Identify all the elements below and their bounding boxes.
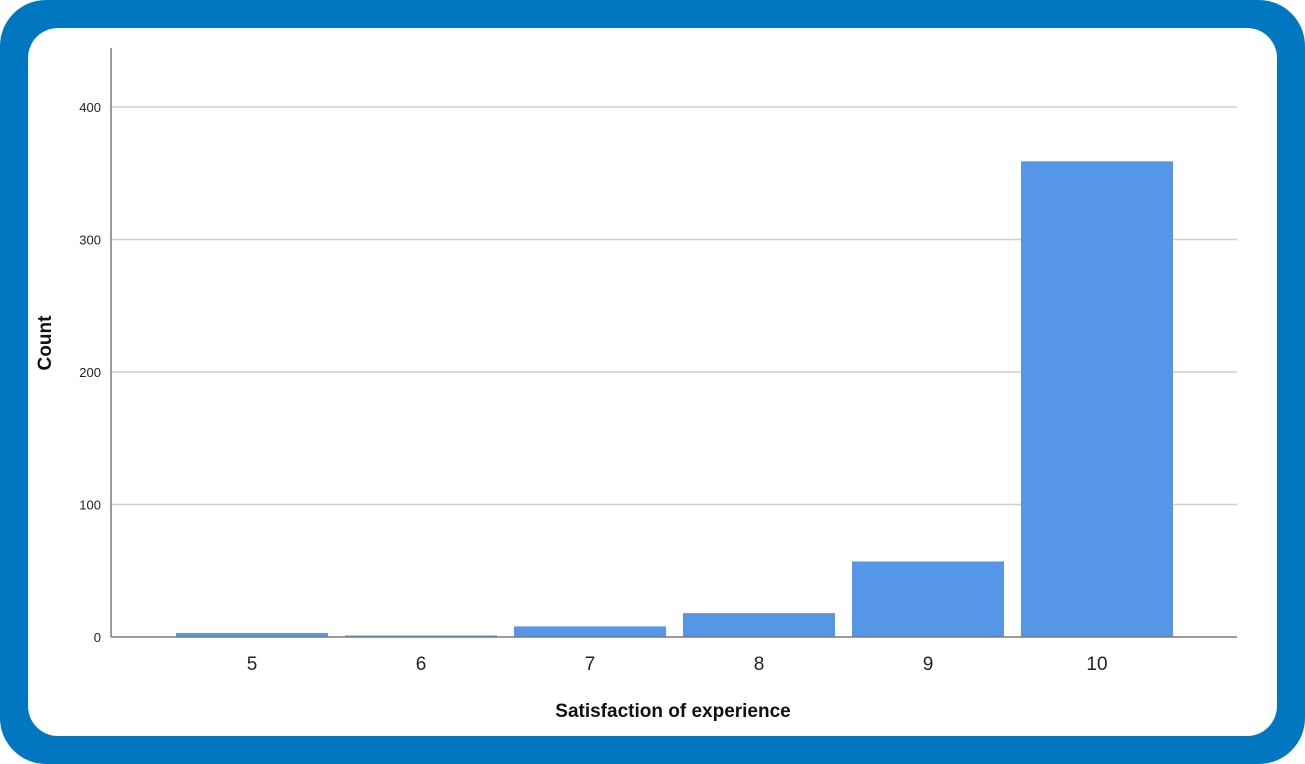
- bar: [176, 633, 328, 637]
- y-tick-label: 300: [79, 233, 101, 248]
- y-tick-labels: 0 100 200 300 400: [79, 100, 101, 645]
- x-tick-label: 7: [585, 654, 596, 675]
- x-tick-label: 9: [923, 654, 934, 675]
- y-axis-title: Count: [35, 315, 56, 371]
- axes: [110, 48, 1237, 638]
- bar: [683, 613, 835, 637]
- x-tick-label: 8: [754, 654, 765, 675]
- x-tick-label: 10: [1086, 654, 1107, 675]
- chart-panel: 0 100 200 300 400 5 6 7 8 9 10 Count Satisfaction…: [28, 28, 1277, 736]
- bar: [514, 626, 666, 637]
- y-tick-label: 0: [94, 630, 101, 645]
- bar-chart: 0 100 200 300 400 5 6 7 8 9 10 Count Satisfaction…: [35, 48, 1237, 722]
- x-tick-label: 5: [247, 654, 258, 675]
- y-tick-label: 400: [79, 100, 101, 115]
- bar: [852, 561, 1004, 637]
- bar: [1021, 161, 1173, 637]
- x-tick-labels: 5 6 7 8 9 10: [247, 654, 1108, 675]
- bars: [176, 161, 1173, 637]
- y-tick-label: 100: [79, 498, 101, 513]
- x-axis-title: Satisfaction of experience: [555, 701, 790, 722]
- y-tick-label: 200: [79, 365, 101, 380]
- x-tick-label: 6: [416, 654, 427, 675]
